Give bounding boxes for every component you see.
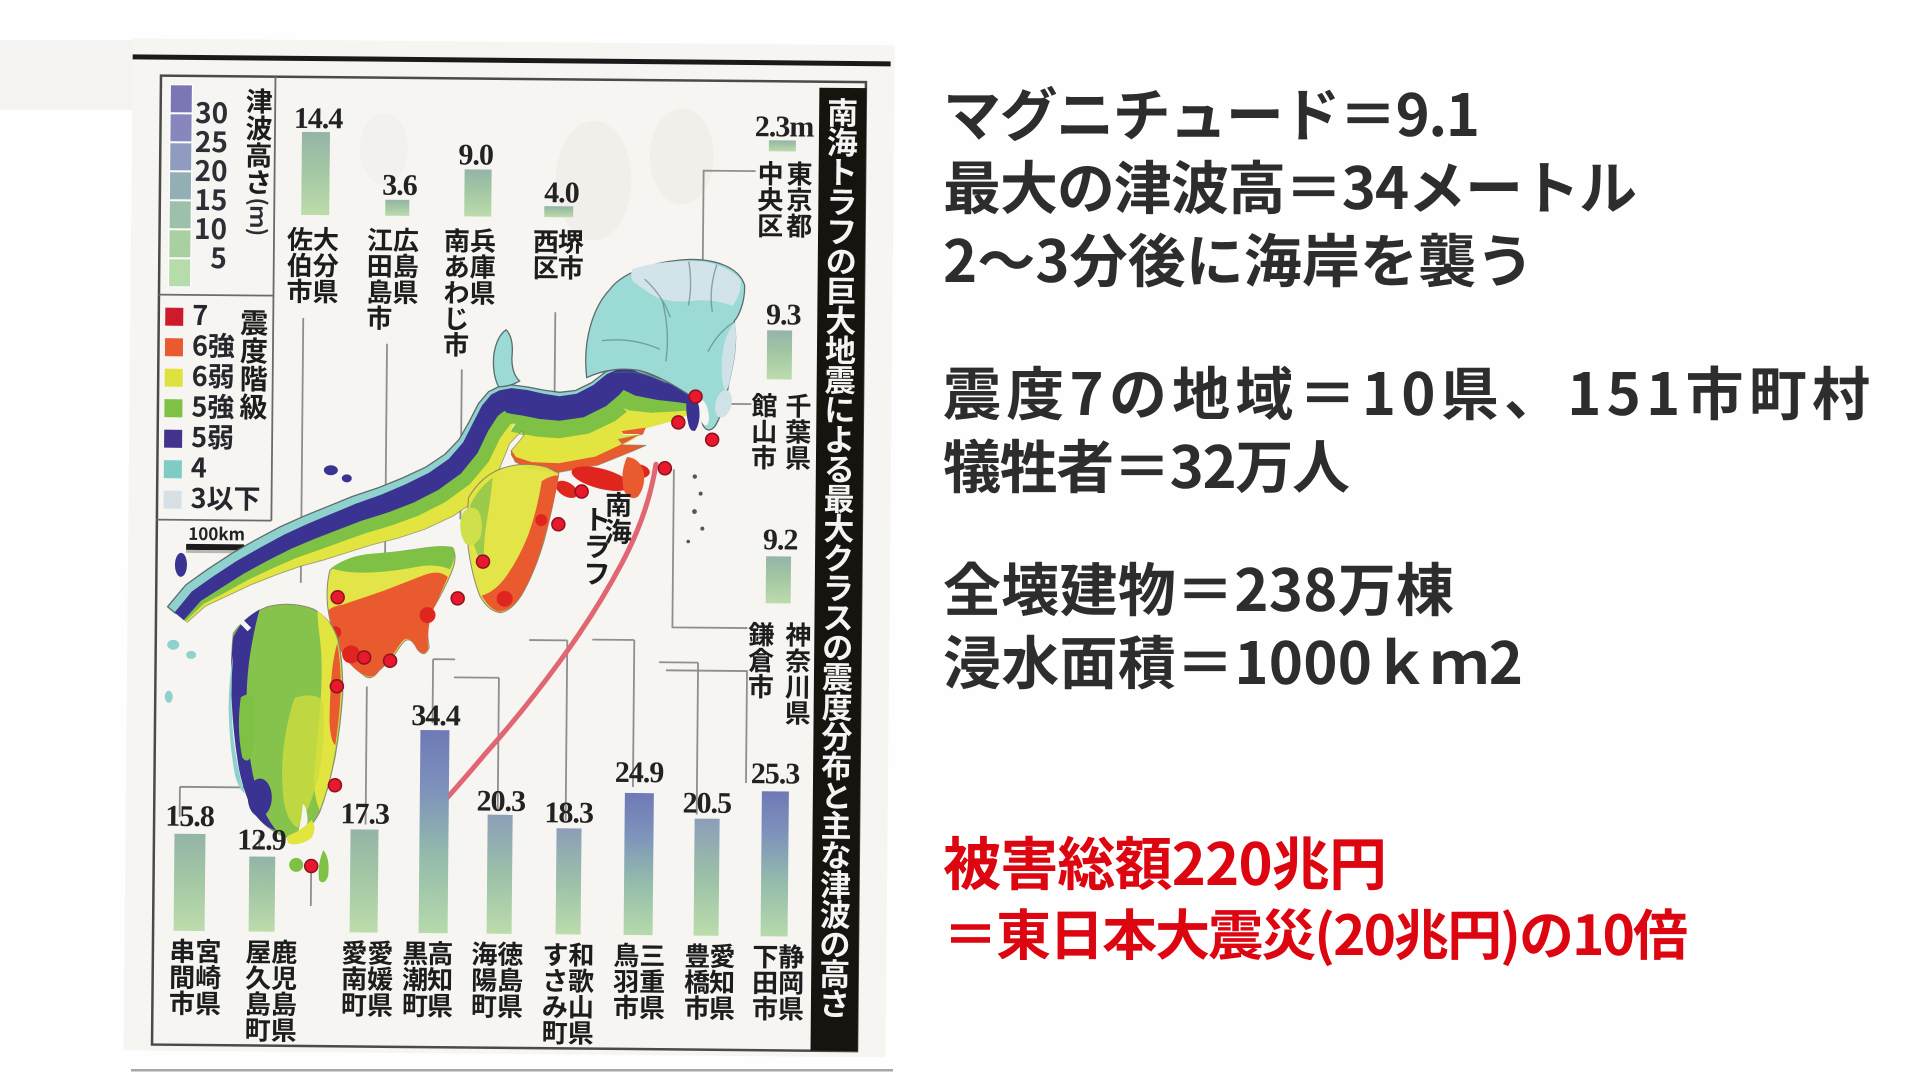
svg-text:25.3: 25.3	[751, 757, 800, 790]
svg-text:12.9: 12.9	[237, 823, 286, 856]
svg-text:17.3: 17.3	[340, 797, 389, 830]
svg-text:34.4: 34.4	[411, 699, 461, 732]
svg-text:15.8: 15.8	[165, 800, 214, 833]
svg-text:9.3: 9.3	[766, 298, 801, 331]
svg-text:14.4: 14.4	[294, 102, 344, 135]
svg-text:9.0: 9.0	[458, 138, 493, 171]
svg-text:2.3m: 2.3m	[755, 110, 815, 144]
svg-text:24.9: 24.9	[615, 756, 664, 789]
svg-text:3.6: 3.6	[382, 169, 418, 202]
svg-text:9.2: 9.2	[763, 523, 798, 556]
svg-text:4.0: 4.0	[544, 176, 579, 209]
svg-text:20.5: 20.5	[682, 786, 731, 819]
svg-text:18.3: 18.3	[544, 796, 593, 829]
svg-text:20.3: 20.3	[476, 785, 525, 818]
